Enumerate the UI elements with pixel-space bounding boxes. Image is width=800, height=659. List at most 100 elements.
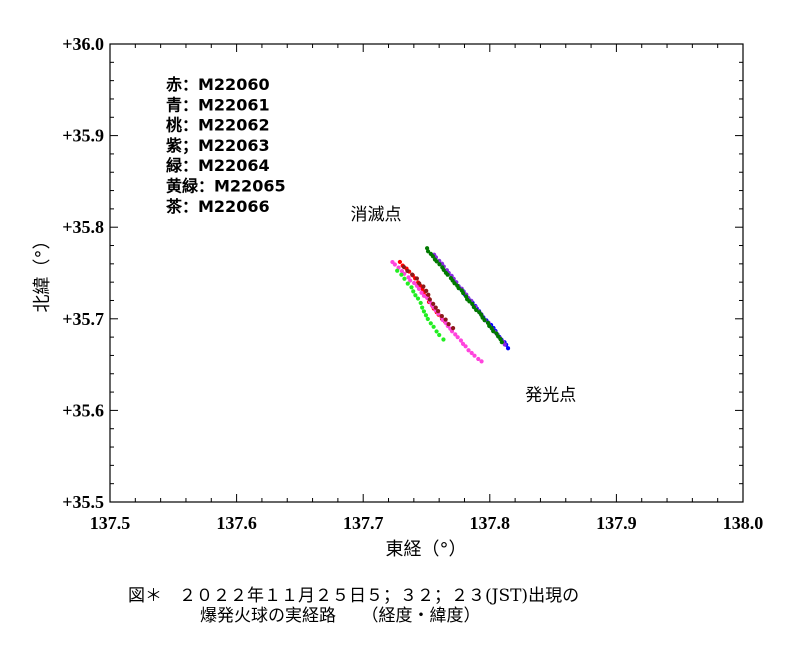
data-point-m22062 — [469, 350, 474, 356]
y-tick-label: +35.6 — [62, 400, 104, 420]
data-point-m22062 — [416, 286, 422, 291]
data-point-m22066 — [439, 313, 444, 319]
data-point-m22065 — [428, 321, 433, 326]
x-tick-label: 138.0 — [723, 513, 764, 533]
y-tick-label: +36.0 — [62, 34, 104, 54]
data-point-m22065 — [402, 276, 407, 281]
data-point-m22066 — [436, 309, 441, 314]
data-point-m22065 — [413, 293, 418, 298]
x-tick-label: 137.7 — [343, 513, 384, 533]
data-point-m22060 — [397, 259, 402, 265]
y-tick-label: +35.9 — [62, 126, 104, 146]
data-point-m22065 — [425, 316, 430, 322]
data-point-m22062 — [458, 338, 464, 343]
data-point-m22065 — [434, 329, 439, 334]
y-tick-label: +35.5 — [62, 492, 104, 512]
data-point-m22064 — [452, 281, 457, 286]
x-tick-label: 137.8 — [470, 513, 511, 533]
data-point-m22064 — [437, 262, 442, 267]
data-point-m22066 — [410, 272, 415, 277]
data-point-m22065 — [441, 337, 446, 342]
data-point-m22065 — [405, 281, 410, 286]
data-point-m22065 — [421, 309, 427, 314]
data-point-m22064 — [461, 291, 466, 296]
data-point-m22064 — [491, 329, 496, 334]
data-point-m22062 — [479, 359, 484, 364]
data-point-m22061 — [505, 346, 511, 351]
data-point-m22066 — [424, 288, 429, 293]
legend-entry: 緑：M22064 — [166, 156, 270, 175]
data-point-m22065 — [431, 324, 436, 329]
data-point-m22066 — [443, 317, 448, 322]
caption-line-2: 爆発火球の実経路 （経度・緯度） — [200, 606, 481, 626]
data-point-m22066 — [431, 301, 436, 306]
legend-entry: 青：M22061 — [166, 95, 270, 114]
data-point-m22066 — [446, 322, 451, 327]
data-point-m22063 — [502, 342, 507, 347]
data-point-m22065 — [437, 332, 442, 338]
legend-entry: 黄緑：M22065 — [166, 177, 286, 196]
data-point-m22066 — [405, 268, 410, 273]
data-point-m22065 — [395, 268, 400, 273]
data-point-m22064 — [425, 249, 431, 254]
legend-entry: 茶：M22066 — [165, 197, 270, 216]
figure-caption: 図＊ ２０２２年１１月２５日５；３２；２３(JST)出現の 爆発火球の実経路 （… — [128, 586, 768, 626]
data-point-m22066 — [421, 284, 426, 289]
data-point-m22064 — [441, 267, 446, 273]
plot-frame — [109, 43, 744, 503]
data-point-m22066 — [433, 305, 438, 310]
x-axis-title: 東経（°） — [386, 539, 467, 560]
data-point-m22065 — [409, 285, 414, 290]
data-point-m22064 — [434, 259, 439, 264]
data-point-m22062 — [476, 356, 481, 362]
data-point-m22065 — [415, 296, 421, 301]
annotation-label: 発光点 — [525, 385, 576, 405]
data-point-m22062 — [466, 348, 471, 353]
data-point-m22062 — [421, 293, 427, 298]
legend-entry: 赤：M22060 — [166, 75, 270, 94]
data-point-m22062 — [406, 275, 411, 280]
tick-labels: 137.5 137.6 137.7 137.8 137.9 138.0 +35.5 +35.6… — [62, 34, 763, 533]
data-point-m22065 — [423, 313, 429, 318]
data-point-m22064 — [467, 299, 472, 304]
data-point-m22064 — [430, 254, 435, 259]
data-point-m22064 — [496, 334, 501, 339]
data-point-m22065 — [418, 300, 423, 306]
data-point-m22062 — [392, 262, 397, 267]
data-points — [390, 246, 511, 364]
data-point-m22064 — [499, 339, 504, 345]
data-point-m22064 — [470, 301, 475, 306]
data-point-m22066 — [417, 281, 422, 286]
chart: 137.5 137.6 137.7 137.8 137.9 138.0 +35.5 +35.6… — [32, 34, 763, 560]
data-point-m22064 — [456, 286, 461, 291]
data-point-m22065 — [420, 305, 425, 310]
data-point-m22065 — [411, 289, 416, 294]
legend-entry: 紫；M22063 — [166, 136, 270, 155]
legend-entry: 桃：M22062 — [166, 116, 270, 135]
data-point-m22064 — [482, 318, 487, 323]
y-tick-label: +35.7 — [62, 309, 104, 329]
data-point-m22062 — [453, 332, 458, 337]
data-point-m22066 — [414, 276, 420, 281]
data-point-m22062 — [449, 329, 455, 334]
data-point-m22064 — [474, 307, 479, 313]
data-point-m22062 — [408, 278, 413, 283]
data-point-m22062 — [463, 344, 468, 349]
data-point-m22066 — [450, 326, 456, 331]
data-point-m22062 — [412, 280, 417, 286]
x-tick-label: 137.6 — [216, 513, 257, 533]
data-point-m22066 — [426, 292, 431, 297]
data-point-m22062 — [399, 269, 405, 274]
data-point-m22066 — [401, 264, 406, 270]
data-point-m22064 — [471, 305, 477, 310]
data-point-m22062 — [472, 353, 477, 358]
y-tick-label: +35.8 — [62, 217, 104, 237]
x-tick-label: 137.9 — [596, 513, 637, 533]
ticks — [109, 43, 744, 503]
data-point-m22062 — [419, 290, 424, 295]
caption-line-1: 図＊ ２０２２年１１月２５日５；３２；２３(JST)出現の — [128, 586, 580, 606]
x-tick-label: 137.5 — [90, 513, 131, 533]
data-point-m22062 — [455, 335, 460, 340]
data-point-m22066 — [427, 297, 432, 302]
